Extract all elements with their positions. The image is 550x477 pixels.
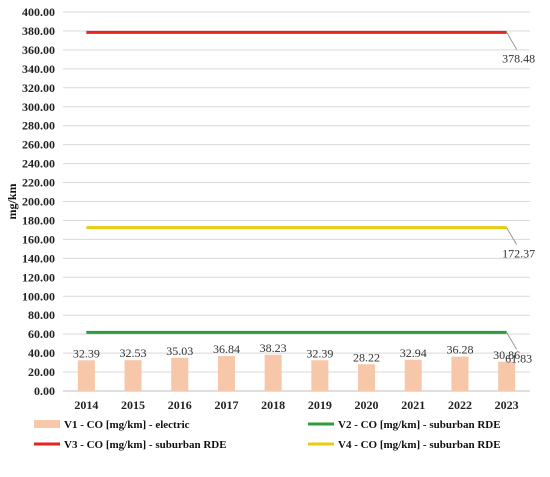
bar	[77, 360, 95, 391]
y-tick-label: 340.00	[22, 62, 55, 76]
legend: V1 - CO [mg/km] - electric V2 - CO [mg/km…	[34, 419, 501, 451]
x-tick-label: 2023	[495, 398, 519, 412]
y-tick-label: 380.00	[22, 24, 55, 38]
x-tick-label: 2016	[168, 398, 192, 412]
y-tick-label: 180.00	[22, 213, 55, 227]
y-tick-label: 140.00	[22, 251, 55, 265]
x-tick-label: 2018	[261, 398, 285, 412]
bar	[264, 354, 282, 391]
bar-data-label: 32.39	[73, 346, 100, 360]
y-tick-label: 60.00	[28, 327, 55, 341]
x-tick-label: 2019	[308, 398, 332, 412]
bar	[311, 360, 329, 391]
y-tick-label: 400.00	[22, 5, 55, 19]
bar-data-label: 36.28	[446, 343, 473, 357]
bar	[171, 357, 189, 391]
x-tick-label: 2020	[355, 398, 379, 412]
axes: 0.00 20.00 40.00 60.00 80.00 100.00 120.00 140.…	[22, 5, 530, 412]
bar	[217, 356, 235, 391]
x-tick-label: 2014	[74, 398, 98, 412]
y-tick-label: 200.00	[22, 195, 55, 209]
y-tick-label: 40.00	[28, 346, 55, 360]
bar-data-label: 36.84	[213, 342, 240, 356]
y-tick-label: 0.00	[34, 384, 55, 398]
y-tick-label: 100.00	[22, 289, 55, 303]
legend-label: V4 - CO [mg/km] - suburban RDE	[338, 439, 501, 451]
line-series	[86, 30, 507, 334]
bar	[124, 360, 142, 391]
y-tick-label: 260.00	[22, 138, 55, 152]
bar	[404, 359, 422, 391]
bar-data-label: 35.03	[166, 344, 193, 358]
gridlines	[63, 11, 530, 392]
bar-data-label: 28.22	[353, 350, 380, 364]
legend-swatch	[34, 420, 60, 428]
bar	[451, 356, 469, 391]
y-tick-label: 320.00	[22, 81, 55, 95]
leader-line	[506, 227, 518, 245]
y-tick-label: 20.00	[28, 365, 55, 379]
bar-data-label: 32.94	[400, 346, 427, 360]
x-tick-label: 2021	[401, 398, 425, 412]
x-tick-label: 2022	[448, 398, 472, 412]
x-tick-label: 2015	[121, 398, 145, 412]
y-tick-label: 80.00	[28, 308, 55, 322]
bar-data-label: 30.86	[493, 348, 520, 362]
legend-label: V1 - CO [mg/km] - electric	[64, 419, 190, 431]
y-tick-label: 300.00	[22, 100, 55, 114]
y-tick-label: 280.00	[22, 119, 55, 133]
line-end-label: 378.48	[502, 51, 535, 65]
data-labels: 32.39 32.53 35.03 36.84 38.23 32.39 28.22 32.94…	[73, 32, 535, 365]
y-tick-label: 160.00	[22, 232, 55, 246]
y-axis-title: mg/km	[5, 183, 19, 219]
bar	[358, 364, 376, 391]
legend-label: V3 - CO [mg/km] - suburban RDE	[64, 439, 227, 451]
bar-data-label: 32.53	[120, 346, 147, 360]
bar	[498, 361, 516, 391]
line-end-label: 61.83	[505, 351, 532, 365]
y-tick-label: 120.00	[22, 270, 55, 284]
bar-data-label: 38.23	[260, 341, 287, 355]
y-tick-label: 220.00	[22, 176, 55, 190]
line-end-label: 172.37	[502, 247, 535, 261]
leader-line	[506, 332, 518, 350]
bar-series	[77, 354, 516, 391]
leader-line	[506, 32, 518, 50]
x-tick-label: 2017	[214, 398, 238, 412]
y-tick-label: 360.00	[22, 43, 55, 57]
y-tick-label: 240.00	[22, 157, 55, 171]
legend-label: V2 - CO [mg/km] - suburban RDE	[338, 419, 501, 431]
bar-data-label: 32.39	[306, 346, 333, 360]
